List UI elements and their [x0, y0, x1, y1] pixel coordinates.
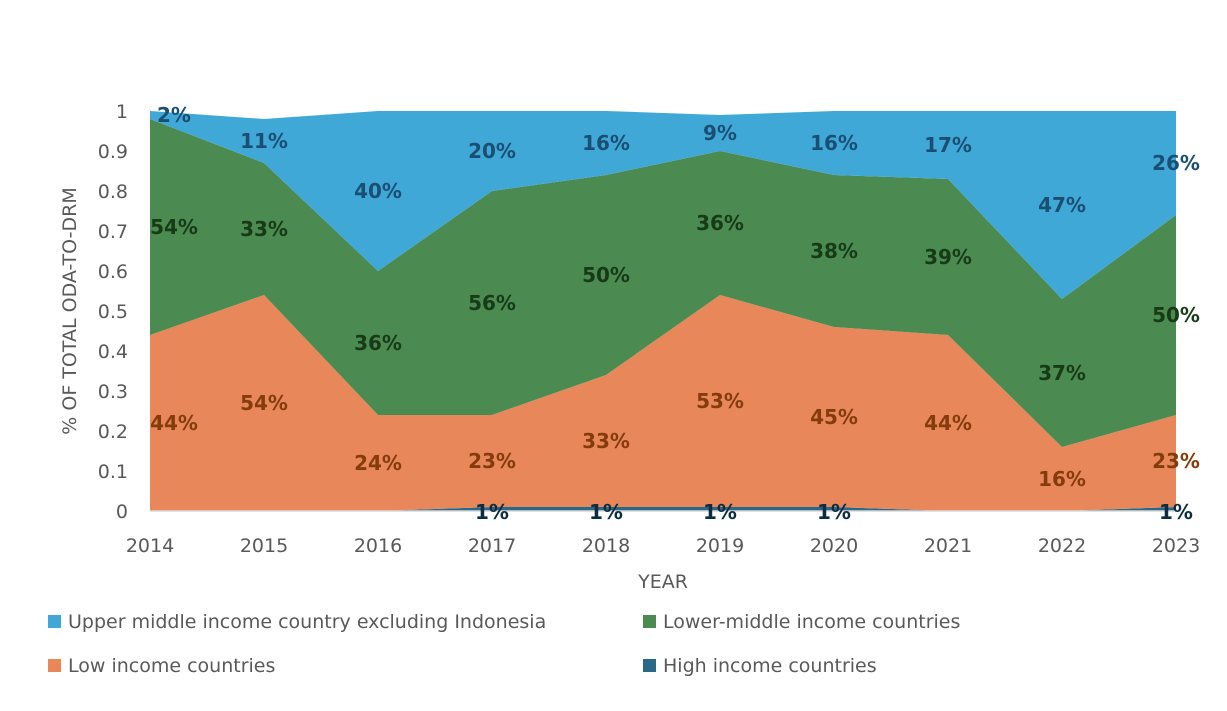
- data-label: 45%: [810, 405, 858, 429]
- area-lower-middle-income-countries: [150, 119, 1176, 447]
- legend-swatch: [643, 659, 656, 672]
- data-label: 9%: [703, 121, 737, 145]
- x-tick-label: 2014: [126, 535, 174, 557]
- data-label: 1%: [475, 500, 509, 524]
- data-label: 1%: [703, 500, 737, 524]
- data-label: 16%: [810, 131, 858, 155]
- y-tick-label: 0.2: [98, 421, 128, 443]
- data-label: 54%: [240, 391, 288, 415]
- data-label: 26%: [1152, 151, 1200, 175]
- data-labels: 1% 1% 1% 1% 1% 44% 54% 24% 23% 33% 53% 45% 44% 16% 23%…: [150, 103, 1200, 524]
- legend-item: Low income countries: [48, 655, 275, 677]
- y-tick-label: 0.4: [98, 341, 128, 363]
- y-ticks: 0 0.1 0.2 0.3 0.4 0.5 0.6 0.7 0.8 0.9 1: [98, 101, 128, 523]
- legend-swatch: [48, 659, 61, 672]
- data-label: 11%: [240, 129, 288, 153]
- x-tick-label: 2018: [582, 535, 630, 557]
- data-label: 1%: [817, 500, 851, 524]
- data-label: 50%: [1152, 303, 1200, 327]
- data-label: 17%: [924, 133, 972, 157]
- y-tick-label: 1: [116, 101, 128, 123]
- y-tick-label: 0.5: [98, 301, 128, 323]
- data-label: 1%: [1159, 500, 1193, 524]
- data-label: 44%: [924, 411, 972, 435]
- data-label: 36%: [354, 331, 402, 355]
- data-label: 16%: [582, 131, 630, 155]
- y-tick-label: 0.8: [98, 181, 128, 203]
- area-low-income-countries: [150, 295, 1176, 511]
- y-axis-label: % OF TOTAL ODA-TO-DRM: [59, 187, 81, 434]
- data-label: 53%: [696, 389, 744, 413]
- areas: [150, 111, 1176, 511]
- data-label: 40%: [354, 179, 402, 203]
- legend-label: Lower-middle income countries: [663, 611, 960, 633]
- data-label: 36%: [696, 211, 744, 235]
- data-label: 50%: [582, 263, 630, 287]
- x-tick-label: 2017: [468, 535, 516, 557]
- data-label: 47%: [1038, 193, 1086, 217]
- legend-item: Lower-middle income countries: [643, 611, 960, 633]
- data-label: 16%: [1038, 467, 1086, 491]
- data-label: 54%: [150, 215, 198, 239]
- y-tick-label: 0.3: [98, 381, 128, 403]
- legend: Upper middle income country excluding In…: [48, 611, 960, 677]
- legend-swatch: [48, 615, 61, 628]
- legend-label: Low income countries: [68, 655, 275, 677]
- y-tick-label: 0.1: [98, 461, 128, 483]
- data-label: 20%: [468, 139, 516, 163]
- y-tick-label: 0.6: [98, 261, 128, 283]
- data-label: 23%: [468, 449, 516, 473]
- data-label: 56%: [468, 291, 516, 315]
- x-tick-label: 2021: [924, 535, 972, 557]
- y-tick-label: 0.7: [98, 221, 128, 243]
- data-label: 1%: [589, 500, 623, 524]
- legend-label: Upper middle income country excluding In…: [68, 611, 546, 633]
- data-label: 44%: [150, 411, 198, 435]
- data-label: 33%: [582, 429, 630, 453]
- x-tick-label: 2023: [1152, 535, 1200, 557]
- y-tick-label: 0: [116, 501, 128, 523]
- legend-item: Upper middle income country excluding In…: [48, 611, 546, 633]
- legend-swatch: [643, 615, 656, 628]
- data-label: 24%: [354, 451, 402, 475]
- x-ticks: 2014 2015 2016 2017 2018 2019 2020 2021 2022 2023: [126, 535, 1200, 557]
- data-label: 2%: [157, 103, 191, 127]
- x-tick-label: 2016: [354, 535, 402, 557]
- legend-item: High income countries: [643, 655, 877, 677]
- legend-label: High income countries: [663, 655, 877, 677]
- area-upper-middle-income-country-excluding-indonesia: [150, 111, 1176, 299]
- data-label: 38%: [810, 239, 858, 263]
- x-tick-label: 2015: [240, 535, 288, 557]
- data-label: 33%: [240, 217, 288, 241]
- x-axis-label: YEAR: [637, 571, 688, 593]
- x-tick-label: 2022: [1038, 535, 1086, 557]
- y-tick-label: 0.9: [98, 141, 128, 163]
- x-tick-label: 2020: [810, 535, 858, 557]
- data-label: 37%: [1038, 361, 1086, 385]
- x-tick-label: 2019: [696, 535, 744, 557]
- data-label: 39%: [924, 245, 972, 269]
- data-label: 23%: [1152, 449, 1200, 473]
